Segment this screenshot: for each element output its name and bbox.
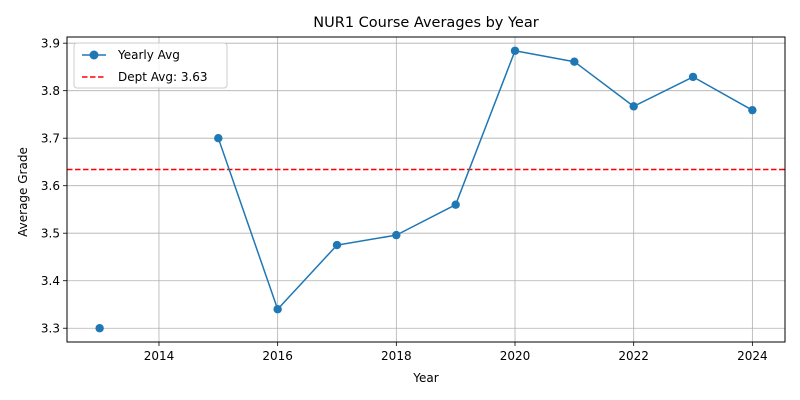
series-line-yearly-avg bbox=[217, 50, 753, 310]
x-tick-label: 2020 bbox=[500, 349, 531, 363]
legend-marker-yearly-avg bbox=[89, 50, 99, 60]
data-point-2023 bbox=[688, 72, 698, 82]
data-point-2024 bbox=[748, 105, 757, 115]
data-point-2019 bbox=[451, 200, 460, 209]
plot-frame bbox=[66, 36, 786, 343]
data-point-2013 bbox=[95, 324, 104, 333]
legend-box bbox=[73, 42, 228, 89]
y-tick-label: 3.9 bbox=[41, 36, 60, 50]
grid-lines bbox=[67, 37, 785, 342]
x-axis-ticks: 2014 2016 2018 2020 2022 2024 bbox=[144, 342, 768, 363]
x-tick-label: 2014 bbox=[144, 349, 175, 363]
y-tick-label: 3.5 bbox=[41, 227, 60, 241]
y-tick-label: 3.8 bbox=[41, 84, 60, 98]
x-axis-title: Year bbox=[412, 371, 438, 385]
y-axis-title: Average Grade bbox=[16, 147, 30, 237]
data-point-2021 bbox=[570, 57, 579, 66]
y-tick-label: 3.3 bbox=[41, 322, 60, 336]
legend-label-yearly-avg: Yearly Avg bbox=[117, 48, 180, 62]
data-point-2022 bbox=[629, 102, 638, 111]
x-tick-label: 2022 bbox=[618, 349, 649, 363]
legend-label-dept-avg: Dept Avg: 3.63 bbox=[118, 70, 208, 84]
data-point-2020 bbox=[510, 46, 520, 55]
series-group bbox=[95, 46, 757, 333]
data-point-2016 bbox=[273, 305, 282, 314]
data-point-2015 bbox=[214, 133, 223, 143]
y-axis-ticks: 3.3 3.4 3.5 3.6 3.7 3.8 3.9 bbox=[41, 36, 67, 336]
y-tick-label: 3.7 bbox=[41, 131, 60, 145]
x-tick-label: 2024 bbox=[737, 349, 768, 363]
y-tick-label: 3.6 bbox=[41, 179, 60, 193]
x-tick-label: 2018 bbox=[381, 349, 412, 363]
data-point-2017 bbox=[332, 240, 342, 250]
chart-title: NUR1 Course Averages by Year bbox=[313, 15, 538, 31]
y-tick-label: 3.4 bbox=[41, 274, 60, 288]
x-tick-label: 2016 bbox=[262, 349, 293, 363]
data-point-2018 bbox=[392, 230, 401, 240]
legend: Yearly Avg Dept Avg: 3.63 bbox=[73, 42, 228, 89]
